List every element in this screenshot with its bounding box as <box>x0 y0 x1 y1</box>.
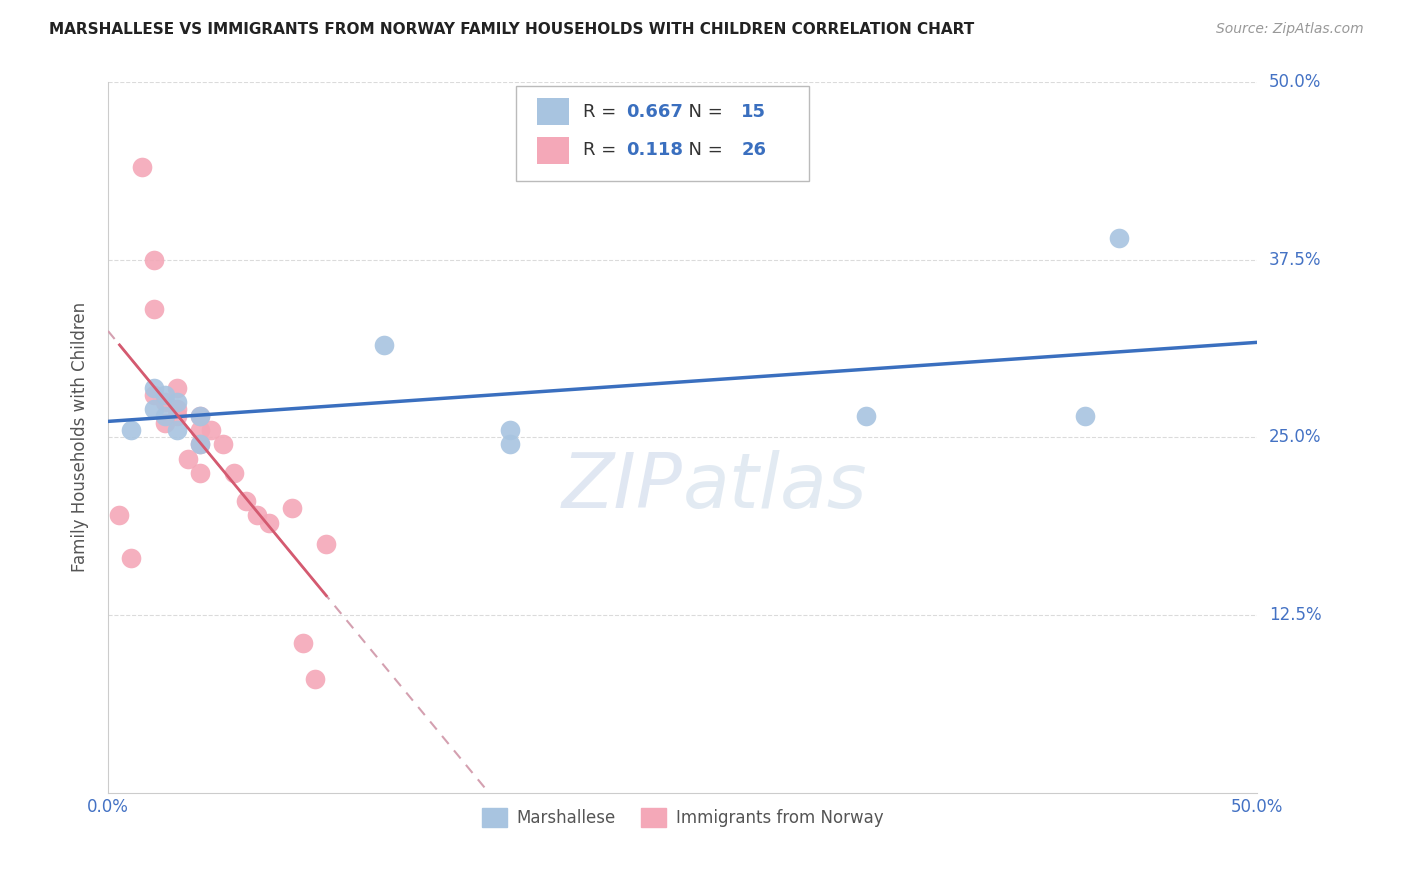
Point <box>188 409 211 423</box>
Text: 0.118: 0.118 <box>626 141 683 159</box>
Point <box>108 508 131 523</box>
Text: ZIP: ZIP <box>562 450 682 524</box>
Point <box>155 409 177 423</box>
Point <box>188 409 211 423</box>
Text: R =: R = <box>582 103 621 120</box>
Point <box>143 387 166 401</box>
Point <box>143 302 166 317</box>
Point <box>143 401 166 416</box>
Point <box>373 338 395 352</box>
Point <box>292 636 315 650</box>
Text: N =: N = <box>676 141 728 159</box>
Point <box>155 416 177 430</box>
Point <box>155 394 177 409</box>
Point <box>257 516 280 530</box>
FancyBboxPatch shape <box>516 86 808 181</box>
Point <box>177 451 200 466</box>
Text: 15: 15 <box>741 103 766 120</box>
Text: atlas: atlas <box>682 450 868 524</box>
Point <box>155 387 177 401</box>
FancyBboxPatch shape <box>537 136 569 164</box>
Text: 50.0%: 50.0% <box>1268 73 1322 91</box>
Point <box>188 423 211 437</box>
Point <box>304 672 326 686</box>
Point <box>1108 231 1130 245</box>
Point <box>188 437 211 451</box>
Point <box>212 437 235 451</box>
Point <box>499 437 522 451</box>
Point <box>499 423 522 437</box>
Text: N =: N = <box>676 103 728 120</box>
Text: 26: 26 <box>741 141 766 159</box>
Point <box>166 401 188 416</box>
Point <box>166 423 188 437</box>
Point <box>315 537 337 551</box>
Point <box>166 380 188 394</box>
Text: MARSHALLESE VS IMMIGRANTS FROM NORWAY FAMILY HOUSEHOLDS WITH CHILDREN CORRELATIO: MARSHALLESE VS IMMIGRANTS FROM NORWAY FA… <box>49 22 974 37</box>
Text: R =: R = <box>582 141 621 159</box>
Legend: Marshallese, Immigrants from Norway: Marshallese, Immigrants from Norway <box>475 802 890 834</box>
Point <box>120 551 142 566</box>
Text: 0.667: 0.667 <box>626 103 683 120</box>
Text: 12.5%: 12.5% <box>1268 606 1322 624</box>
Point <box>131 161 153 175</box>
Point <box>166 394 188 409</box>
Point <box>143 252 166 267</box>
Point <box>1074 409 1097 423</box>
Point <box>200 423 222 437</box>
Y-axis label: Family Households with Children: Family Households with Children <box>72 302 89 573</box>
Point <box>166 409 188 423</box>
Point <box>188 437 211 451</box>
Point <box>246 508 269 523</box>
Text: 25.0%: 25.0% <box>1268 428 1322 446</box>
Point <box>281 501 304 516</box>
Point <box>188 466 211 480</box>
FancyBboxPatch shape <box>537 98 569 126</box>
Point <box>224 466 246 480</box>
Point <box>120 423 142 437</box>
Text: 37.5%: 37.5% <box>1268 251 1322 268</box>
Point <box>855 409 877 423</box>
Point <box>143 380 166 394</box>
Text: Source: ZipAtlas.com: Source: ZipAtlas.com <box>1216 22 1364 37</box>
Point <box>235 494 257 508</box>
